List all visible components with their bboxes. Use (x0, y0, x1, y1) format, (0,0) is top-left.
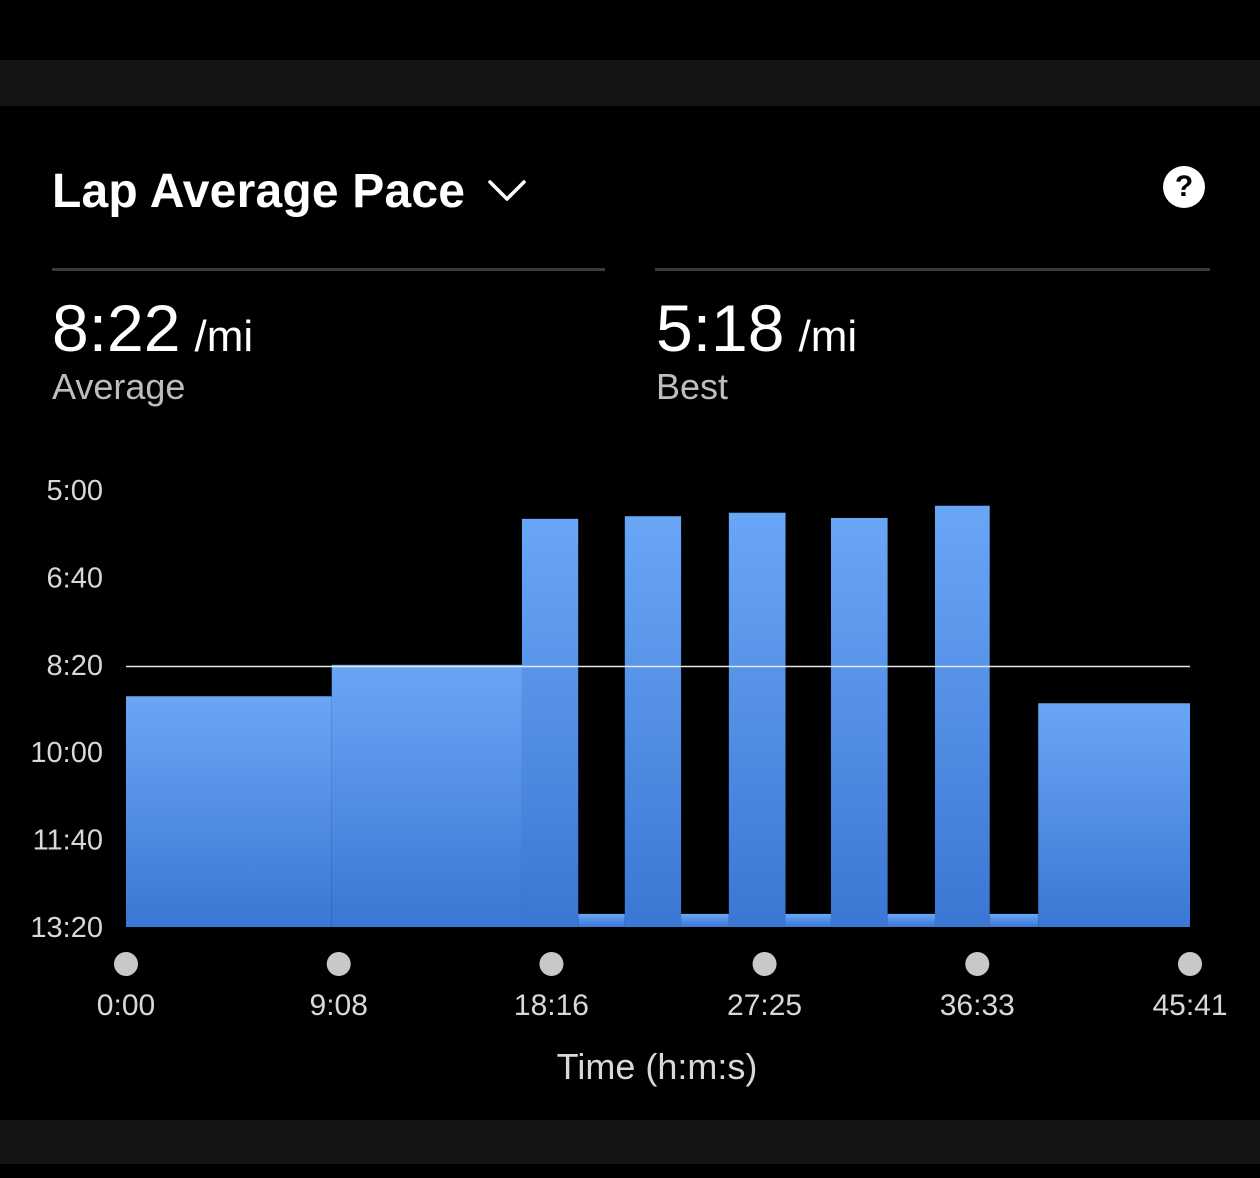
x-tick-marker (965, 952, 990, 976)
average-label: Average (52, 366, 186, 407)
best-label: Best (656, 366, 729, 407)
x-tick-marker (114, 952, 138, 976)
y-tick-label: 10:00 (30, 737, 103, 769)
lap-bar (887, 913, 935, 927)
x-tick-marker (326, 952, 351, 976)
lap-bar (578, 913, 625, 927)
lap-bar (785, 913, 831, 927)
lap-bar (624, 516, 682, 927)
stat-average: 8:22 /mi Average (52, 290, 253, 408)
best-value: 5:18 (656, 291, 785, 365)
divider-best (655, 268, 1210, 271)
stat-best: 5:18 /mi Best (656, 290, 857, 408)
pace-chart: 5:00 6:40 8:20 10:00 11:40 13:20 0:00 9:08 18:1… (30, 475, 1227, 1022)
y-tick-label: 8:20 (47, 650, 103, 682)
lap-bar (521, 518, 579, 927)
x-tick-marker (1178, 952, 1202, 976)
metric-selector[interactable]: Lap Average Pace (52, 156, 527, 226)
x-tick-label: 27:25 (727, 989, 802, 1022)
lap-bar (830, 517, 888, 927)
page-title: Lap Average Pace (52, 164, 466, 218)
lap-bar (1038, 703, 1190, 927)
top-bar (0, 60, 1260, 106)
y-tick-label: 11:40 (33, 825, 103, 857)
divider-average (52, 268, 605, 271)
x-tick-label: 0:00 (97, 989, 155, 1022)
x-tick-label: 45:41 (1152, 989, 1227, 1022)
lap-bar (126, 696, 332, 927)
x-axis-title: Time (h:m:s) (556, 1046, 758, 1087)
lap-bar (934, 505, 990, 927)
help-icon[interactable]: ? (1163, 166, 1205, 208)
lap-bar (728, 512, 786, 927)
average-value: 8:22 (52, 291, 181, 365)
lap-bar (331, 664, 522, 927)
chevron-down-icon[interactable] (487, 178, 527, 204)
bottom-bar (0, 1120, 1260, 1164)
lap-bar (681, 913, 729, 927)
x-tick-label: 18:16 (514, 989, 589, 1022)
y-tick-label: 6:40 (47, 562, 103, 594)
average-unit: /mi (194, 312, 254, 361)
x-tick-label: 36:33 (940, 989, 1015, 1022)
y-tick-label: 13:20 (30, 912, 103, 944)
best-unit: /mi (798, 312, 858, 361)
y-tick-label: 5:00 (47, 475, 103, 507)
x-tick-marker (539, 952, 564, 976)
x-tick-label: 9:08 (310, 989, 368, 1022)
lap-bar (989, 913, 1039, 927)
x-tick-marker (752, 952, 777, 976)
